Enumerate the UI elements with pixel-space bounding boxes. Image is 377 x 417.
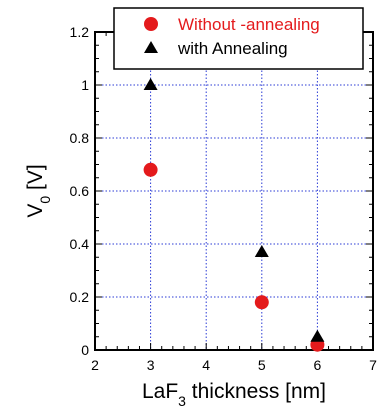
x-axis-title-rest: thickness [nm]	[186, 380, 326, 403]
y-tick-label: 0.6	[70, 183, 90, 199]
point-without-annealing	[254, 295, 269, 310]
legend-marker-without-annealing	[144, 17, 158, 31]
tick-labels: 2 3 4 5 6 7 0 0.2 0.4 0.6 0.8 1 1.2	[70, 24, 377, 373]
x-tick-label: 3	[147, 357, 155, 373]
y-tick-label: 0.4	[70, 236, 90, 252]
y-tick-label: 1.2	[70, 24, 90, 40]
y-tick-label: 0	[81, 342, 89, 358]
x-tick-label: 7	[369, 357, 377, 373]
point-with-annealing	[254, 244, 269, 257]
y-axis-title-main: V	[24, 204, 47, 218]
legend-label-without-annealing: Without -annealing	[178, 15, 320, 34]
x-axis-title: LaF3 thickness [nm]	[142, 380, 326, 409]
legend-marker-with-annealing	[144, 41, 158, 53]
y-tick-label: 1	[81, 77, 89, 93]
legend-box	[113, 7, 364, 70]
plot-frame	[94, 31, 374, 351]
x-tick-label: 4	[202, 357, 210, 373]
grid-lines	[95, 32, 373, 350]
y-axis-title-rest: [V]	[24, 164, 47, 196]
y-axis-title: V0 [V]	[24, 164, 53, 217]
point-without-annealing	[143, 162, 158, 177]
point-with-annealing	[310, 329, 325, 342]
legend-label-with-annealing: with Annealing	[177, 39, 288, 58]
legend: Without -annealing with Annealing	[113, 7, 364, 70]
axis-ticks	[94, 31, 374, 351]
x-tick-label: 6	[314, 357, 322, 373]
x-tick-label: 5	[258, 357, 266, 373]
y-axis-title-subscript: 0	[37, 196, 53, 204]
y-tick-label: 0.2	[70, 289, 90, 305]
x-axis-title-main: LaF	[142, 380, 178, 403]
point-with-annealing	[143, 78, 158, 90]
x-axis-title-subscript: 3	[178, 393, 186, 409]
x-tick-label: 2	[91, 357, 99, 373]
data-marks	[143, 78, 325, 352]
y-tick-label: 0.8	[70, 130, 90, 146]
